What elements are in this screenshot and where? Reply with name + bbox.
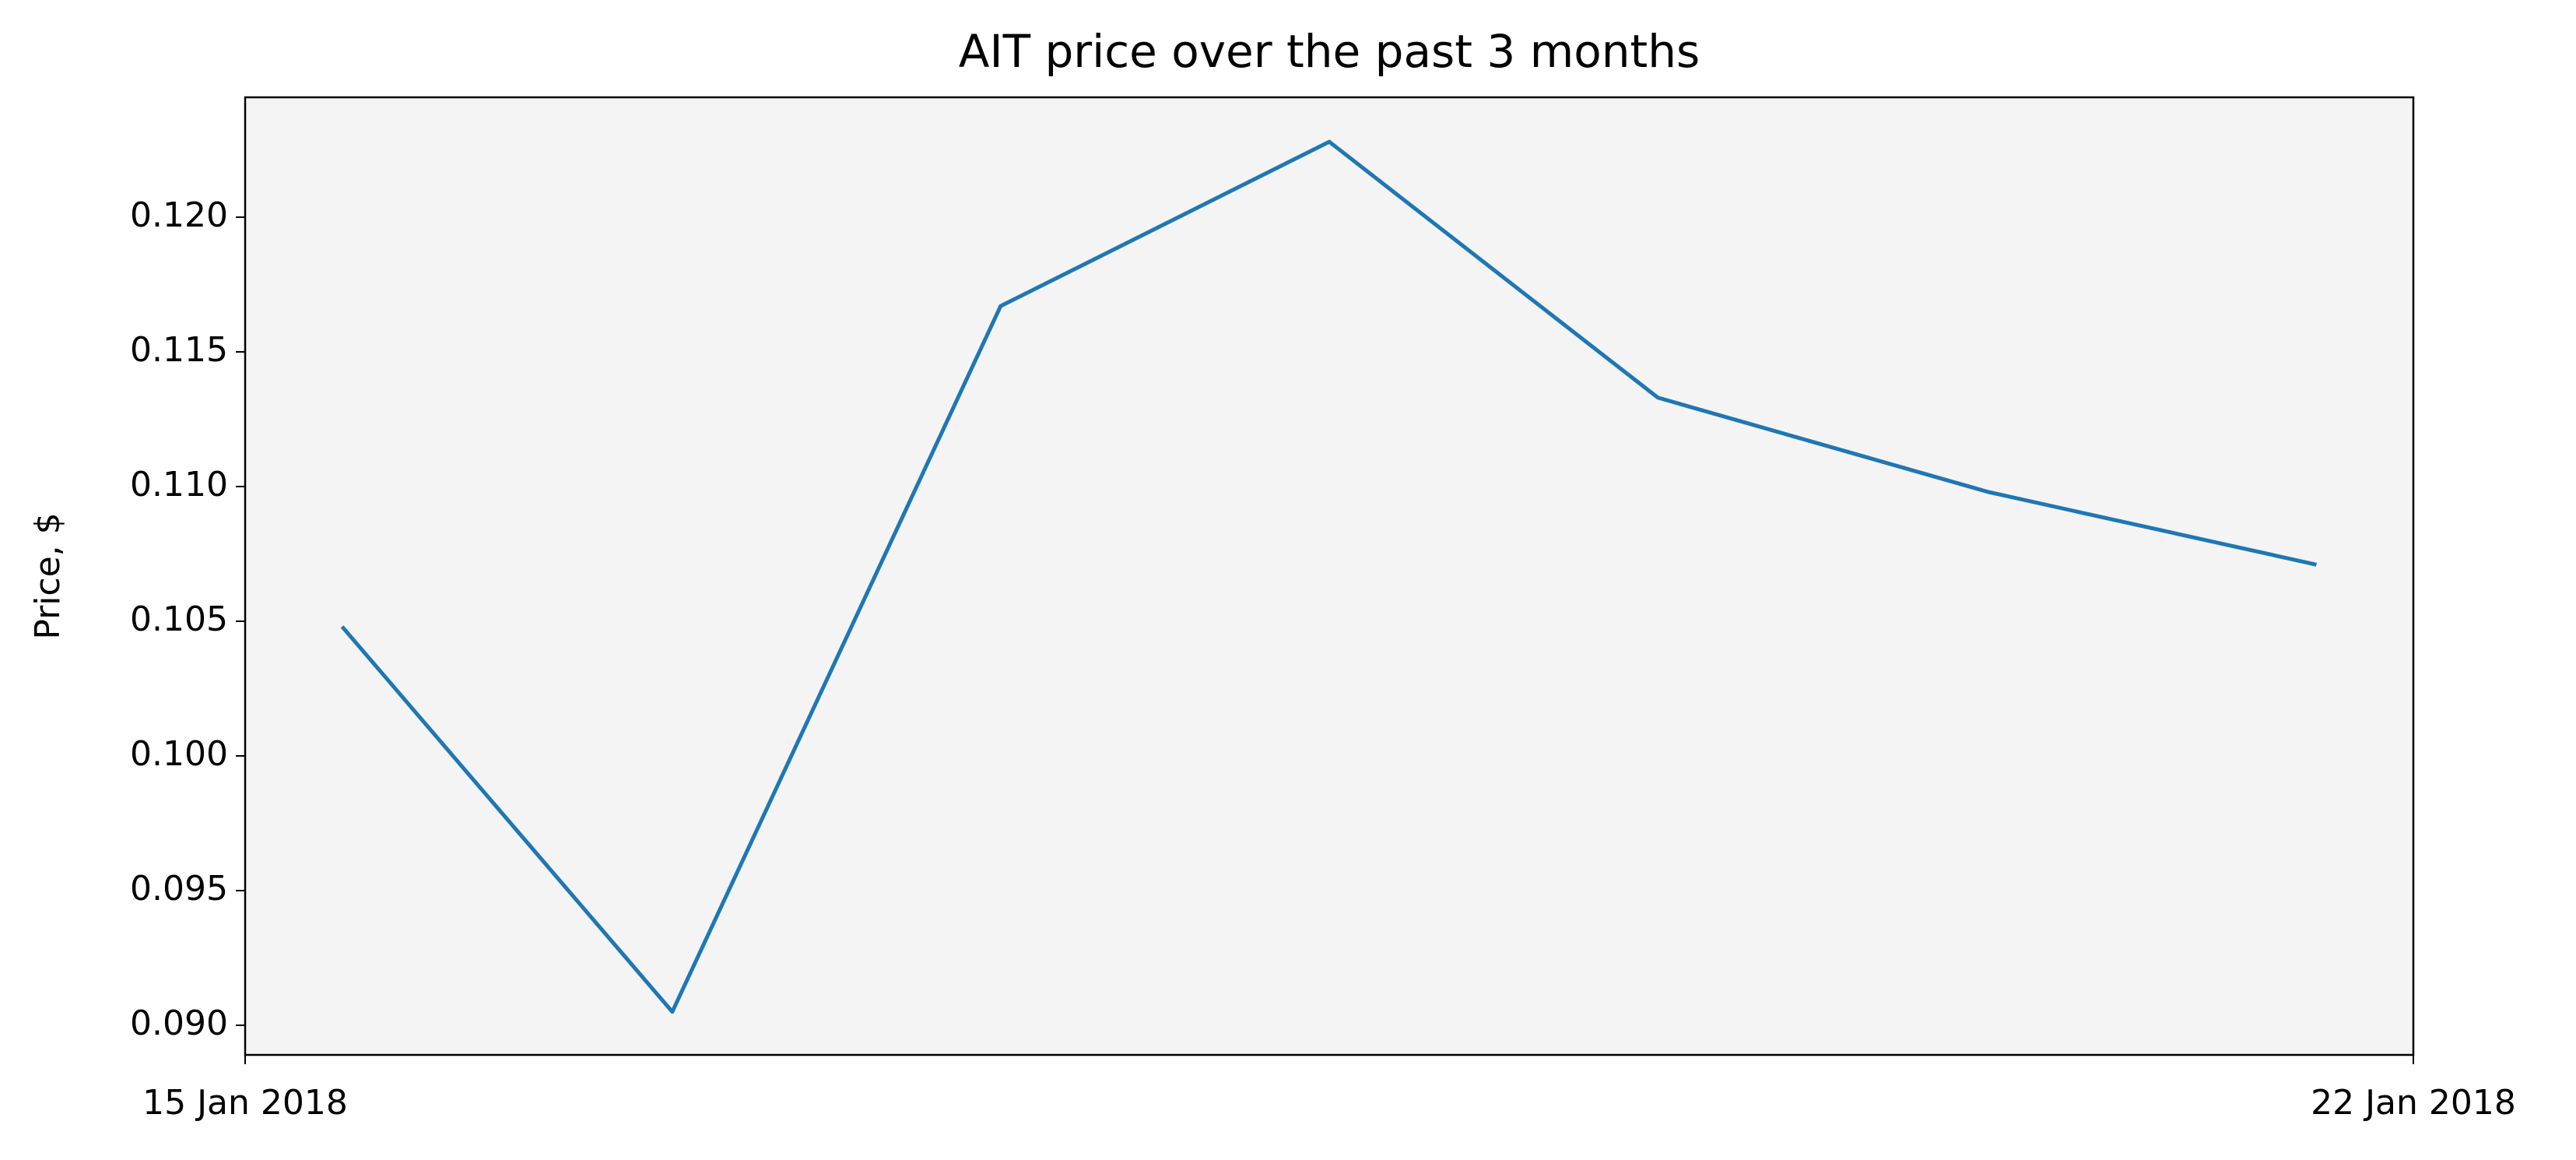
plot-area (245, 97, 2413, 1055)
y-tick-label: 0.105 (130, 599, 228, 639)
x-tick-label: 15 Jan 2018 (142, 1083, 348, 1123)
y-tick-label: 0.115 (130, 330, 228, 370)
y-tick-label: 0.120 (130, 195, 228, 235)
x-tick-label: 22 Jan 2018 (2311, 1083, 2516, 1123)
y-tick-label: 0.095 (130, 869, 228, 909)
price-line (340, 139, 2317, 1014)
y-tick-label: 0.100 (130, 734, 228, 774)
y-tick-label: 0.110 (130, 465, 228, 504)
y-axis-label: Price, $ (28, 512, 68, 639)
plot-frame (244, 96, 2415, 1056)
chart-title: AIT price over the past 3 months (959, 25, 1700, 78)
y-tick-label: 0.090 (130, 1004, 228, 1043)
